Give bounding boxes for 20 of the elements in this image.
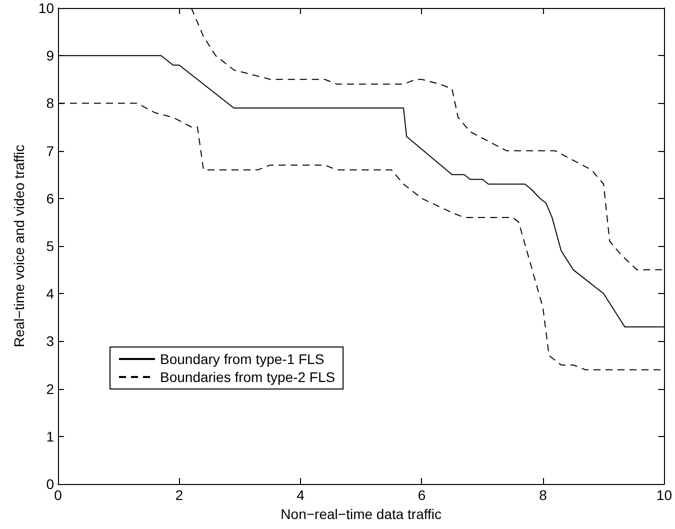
y-tick-label: 5 xyxy=(46,238,54,254)
y-tick-label: 0 xyxy=(46,476,54,492)
y-tick-label: 6 xyxy=(46,190,54,206)
y-tick-label: 1 xyxy=(46,428,54,444)
x-tick-label: 2 xyxy=(175,487,184,503)
y-tick-label: 10 xyxy=(38,0,54,16)
y-axis-title: Real−time voice and video traffic xyxy=(11,144,27,348)
y-tick-label: 3 xyxy=(46,333,54,350)
y-tick-label: 9 xyxy=(46,48,54,64)
x-tick-label: 4 xyxy=(296,487,305,503)
y-tick-label: 4 xyxy=(46,286,54,302)
legend-label: Boundary from type-1 FLS xyxy=(160,351,324,367)
y-tick-label: 7 xyxy=(46,142,54,159)
legend-label: Boundaries from type-2 FLS xyxy=(160,369,336,385)
x-tick-label: 10 xyxy=(656,487,672,503)
y-tick-label: 2 xyxy=(46,380,54,397)
x-tick-label: 8 xyxy=(539,487,548,503)
x-axis-title: Non−real−time data traffic xyxy=(280,506,442,522)
y-tick-label: 8 xyxy=(46,95,54,112)
x-tick-label: 6 xyxy=(418,487,426,503)
